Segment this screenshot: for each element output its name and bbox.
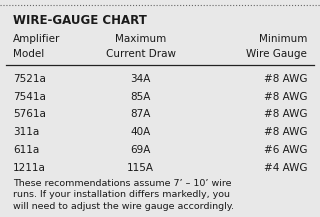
Text: 7541a: 7541a: [13, 92, 46, 102]
Text: #8 AWG: #8 AWG: [264, 74, 307, 84]
Text: Maximum: Maximum: [115, 34, 166, 44]
Text: Amplifier: Amplifier: [13, 34, 60, 44]
Text: 40A: 40A: [131, 127, 151, 137]
Text: 115A: 115A: [127, 163, 154, 173]
Text: #8 AWG: #8 AWG: [264, 92, 307, 102]
Text: #6 AWG: #6 AWG: [264, 145, 307, 155]
Text: Current Draw: Current Draw: [106, 49, 176, 59]
Text: 611a: 611a: [13, 145, 39, 155]
Text: 1211a: 1211a: [13, 163, 46, 173]
Text: #8 AWG: #8 AWG: [264, 109, 307, 119]
Text: 69A: 69A: [131, 145, 151, 155]
Text: WIRE-GAUGE CHART: WIRE-GAUGE CHART: [13, 14, 147, 27]
Text: These recommendations assume 7’ – 10’ wire
runs. If your installation differs ma: These recommendations assume 7’ – 10’ wi…: [13, 179, 234, 211]
Text: Minimum: Minimum: [259, 34, 307, 44]
Text: 311a: 311a: [13, 127, 39, 137]
Text: 34A: 34A: [131, 74, 151, 84]
Text: Wire Gauge: Wire Gauge: [246, 49, 307, 59]
Text: 5761a: 5761a: [13, 109, 46, 119]
Text: #8 AWG: #8 AWG: [264, 127, 307, 137]
Text: 7521a: 7521a: [13, 74, 46, 84]
Text: 87A: 87A: [131, 109, 151, 119]
Text: 85A: 85A: [131, 92, 151, 102]
Text: Model: Model: [13, 49, 44, 59]
Text: #4 AWG: #4 AWG: [264, 163, 307, 173]
